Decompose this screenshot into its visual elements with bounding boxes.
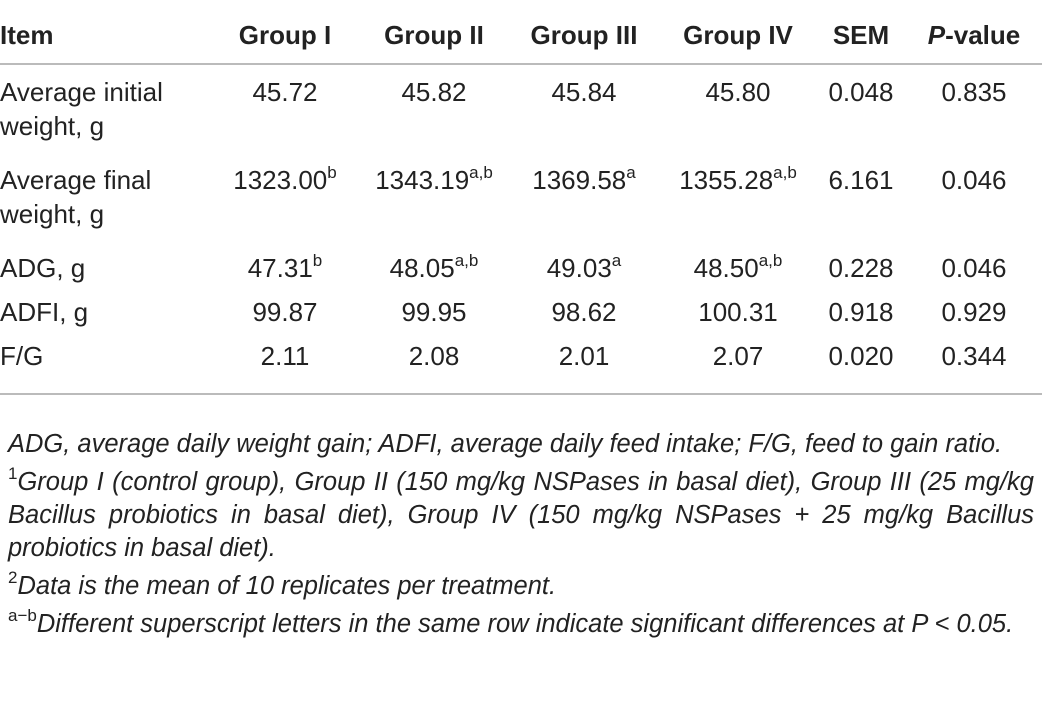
cell-group-2: 45.82 (401, 77, 467, 107)
table-row: Average initial weight, g 45.72 45.82 45… (0, 64, 1042, 163)
cell-group-3: 2.01 (508, 339, 660, 395)
cell-group-3: 49.03a (546, 251, 622, 283)
cell-group-4: 1355.28a,b (679, 163, 797, 195)
footnote-3: a−bDifferent superscript letters in the … (8, 606, 1034, 641)
header-p-suffix: -value (945, 20, 1021, 50)
table-row: ADG, g 47.31b 48.05a,b 49.03a 48.50a,b 0… (0, 251, 1042, 295)
header-sem: SEM (816, 10, 906, 65)
cell-group-4: 100.31 (698, 297, 778, 327)
cell-group-4: 2.07 (660, 339, 816, 395)
cell-group-4: 45.80 (705, 77, 771, 107)
cell-group-1: 45.72 (252, 77, 318, 107)
row-item-label: Average initial weight, g (0, 77, 163, 141)
row-item-label: Average final weight, g (0, 165, 152, 229)
footnote-1-text: Group I (control group), Group II (150 m… (8, 468, 1034, 562)
footnote-2: 2Data is the mean of 10 replicates per t… (8, 568, 1034, 603)
cell-group-1: 99.87 (252, 297, 318, 327)
cell-sem: 0.020 (816, 339, 906, 395)
footnote-2-mark: 2 (8, 568, 18, 587)
header-group-4: Group IV (660, 10, 816, 65)
cell-p-value: 0.046 (941, 165, 1007, 195)
cell-sem: 0.048 (828, 77, 894, 107)
cell-group-1: 2.11 (210, 339, 360, 395)
results-table: Item Group I Group II Group III Group IV… (0, 10, 1042, 395)
footnote-3-text: Different superscript letters in the sam… (36, 610, 1014, 638)
footnote-1: 1Group I (control group), Group II (150 … (8, 464, 1034, 565)
header-item: Item (0, 10, 210, 65)
footnote-3-mark: a−b (8, 606, 37, 625)
row-item-label: F/G (0, 339, 210, 395)
cell-p-value: 0.835 (941, 77, 1007, 107)
cell-group-2: 99.95 (401, 297, 467, 327)
header-p-value: P-value (906, 10, 1042, 65)
cell-group-1: 1323.00b (233, 163, 337, 195)
table-row: ADFI, g 99.87 99.95 98.62 100.31 0.918 0… (0, 295, 1042, 339)
footnote-1-mark: 1 (8, 464, 18, 483)
cell-sem: 0.918 (828, 297, 894, 327)
cell-group-3: 98.62 (551, 297, 617, 327)
cell-group-3: 45.84 (551, 77, 617, 107)
row-item-label: ADFI, g (0, 297, 89, 327)
cell-group-2: 48.05a,b (389, 251, 479, 283)
cell-p-value: 0.046 (941, 253, 1007, 283)
cell-sem: 0.228 (828, 253, 894, 283)
table-row: F/G 2.11 2.08 2.01 2.07 0.020 0.344 (0, 339, 1042, 395)
footnote-abbreviations: ADG, average daily weight gain; ADFI, av… (8, 430, 1003, 458)
header-group-1: Group I (210, 10, 360, 65)
cell-group-2: 1343.19a,b (375, 163, 493, 195)
cell-group-2: 2.08 (360, 339, 508, 395)
cell-p-value: 0.929 (941, 297, 1007, 327)
cell-sem: 6.161 (828, 165, 894, 195)
table-footnotes: ADG, average daily weight gain; ADFI, av… (8, 428, 1034, 646)
row-item-label: ADG, g (0, 253, 86, 283)
cell-group-1: 47.31b (247, 251, 323, 283)
header-p-letter: P (927, 20, 946, 50)
footnote-2-text: Data is the mean of 10 replicates per tr… (17, 572, 557, 600)
cell-group-3: 1369.58a (532, 163, 636, 195)
cell-p-value: 0.344 (906, 339, 1042, 395)
cell-group-4: 48.50a,b (693, 251, 783, 283)
header-group-3: Group III (508, 10, 660, 65)
table-row: Average final weight, g 1323.00b 1343.19… (0, 163, 1042, 251)
header-row: Item Group I Group II Group III Group IV… (0, 10, 1042, 65)
header-group-2: Group II (360, 10, 508, 65)
